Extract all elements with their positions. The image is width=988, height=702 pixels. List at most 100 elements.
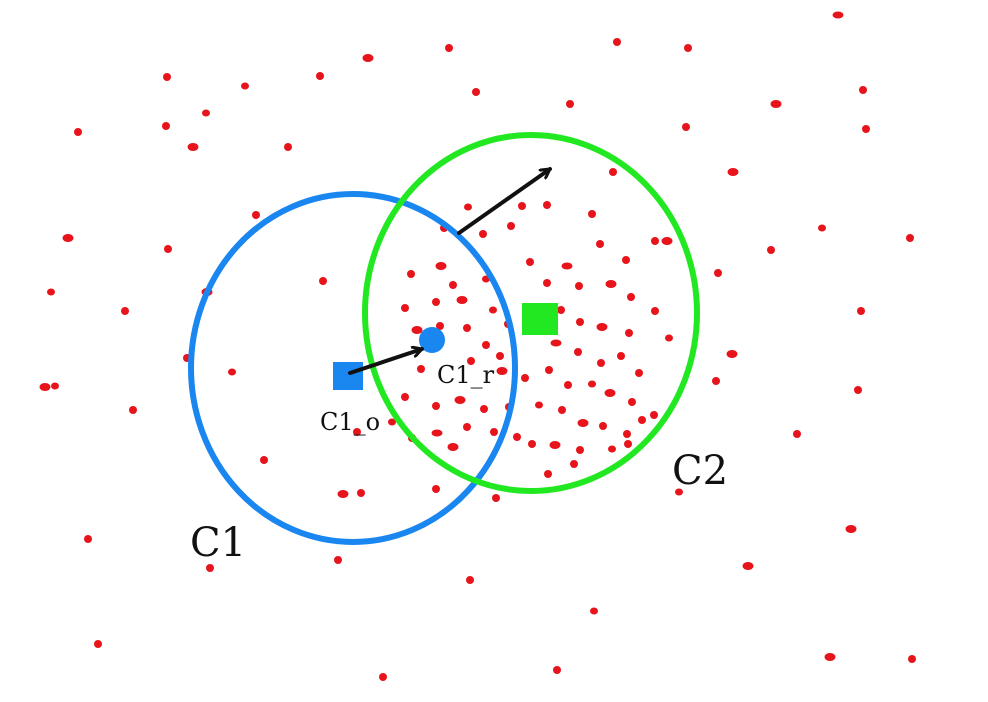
window-c2-circle xyxy=(362,132,700,494)
data-point xyxy=(684,44,692,52)
label-c1: C1 xyxy=(190,520,246,566)
data-point xyxy=(588,380,596,388)
data-point xyxy=(714,269,722,277)
data-point xyxy=(576,318,584,326)
data-point xyxy=(824,653,836,661)
data-point xyxy=(628,398,636,406)
data-point xyxy=(561,262,573,270)
data-point xyxy=(94,640,102,648)
data-point xyxy=(362,54,374,62)
data-point xyxy=(543,279,551,287)
data-point xyxy=(39,383,51,391)
data-point xyxy=(651,307,659,315)
data-point xyxy=(574,348,582,356)
data-point xyxy=(252,211,260,219)
data-point xyxy=(627,293,635,301)
data-point xyxy=(513,433,521,441)
data-point xyxy=(129,406,137,414)
data-point xyxy=(388,418,396,426)
data-point xyxy=(770,100,782,108)
data-point xyxy=(543,201,551,209)
data-point xyxy=(675,488,683,496)
data-point xyxy=(604,389,616,397)
data-point xyxy=(596,323,608,331)
data-point xyxy=(682,123,690,131)
data-point xyxy=(638,416,646,424)
data-point xyxy=(845,525,857,533)
data-point xyxy=(553,666,561,674)
data-point xyxy=(590,607,598,615)
data-point xyxy=(241,82,249,90)
data-point xyxy=(596,240,604,248)
data-point xyxy=(622,256,630,264)
label-c1-origin: C1_o xyxy=(320,408,380,436)
data-point xyxy=(862,125,870,133)
data-point xyxy=(818,224,826,232)
data-point xyxy=(545,366,553,374)
data-point xyxy=(121,307,129,315)
data-point xyxy=(576,446,584,454)
data-point xyxy=(466,576,474,584)
data-point xyxy=(535,401,543,409)
data-point xyxy=(550,339,562,347)
data-point xyxy=(379,673,387,681)
data-point xyxy=(228,368,236,376)
c1-origin-marker xyxy=(333,362,363,390)
data-point xyxy=(727,168,739,176)
data-point xyxy=(162,122,170,130)
data-point xyxy=(432,298,440,306)
data-point xyxy=(164,245,172,253)
data-point xyxy=(447,443,459,451)
data-point xyxy=(316,72,324,80)
data-point xyxy=(435,262,447,270)
data-points xyxy=(39,11,916,681)
data-point xyxy=(454,396,466,404)
data-point xyxy=(857,307,865,315)
c2-center-marker xyxy=(522,303,558,335)
data-point xyxy=(613,38,621,46)
data-point xyxy=(549,441,561,449)
data-point xyxy=(401,393,409,401)
data-point xyxy=(577,419,589,427)
data-point xyxy=(319,277,327,285)
data-point xyxy=(463,324,471,332)
data-point xyxy=(260,456,268,464)
data-point xyxy=(431,429,443,437)
data-point xyxy=(449,281,457,289)
data-point xyxy=(608,445,616,453)
data-point xyxy=(163,73,171,81)
data-point xyxy=(570,460,578,468)
data-point xyxy=(202,109,210,117)
data-point xyxy=(793,430,801,438)
data-point xyxy=(417,365,425,373)
data-point xyxy=(84,535,92,543)
data-point xyxy=(507,222,515,230)
data-point xyxy=(854,386,862,394)
data-point xyxy=(528,440,536,448)
data-point xyxy=(464,203,472,211)
data-point xyxy=(357,489,365,497)
data-point xyxy=(832,11,844,19)
data-point xyxy=(401,304,409,312)
data-point xyxy=(496,367,508,375)
data-point xyxy=(353,428,361,436)
data-point xyxy=(445,44,453,52)
data-point xyxy=(518,202,526,210)
data-point xyxy=(206,564,214,572)
data-point xyxy=(472,88,480,96)
window-c1-circle xyxy=(188,191,518,545)
data-point xyxy=(575,282,583,290)
data-point xyxy=(436,322,444,330)
data-point xyxy=(74,128,82,136)
label-c1-result: C1_r xyxy=(437,361,495,389)
data-point xyxy=(859,86,867,94)
data-point xyxy=(566,100,574,108)
data-point xyxy=(623,430,631,438)
data-point xyxy=(908,655,916,663)
data-point xyxy=(564,381,572,389)
data-point xyxy=(605,280,617,288)
data-point xyxy=(526,258,534,266)
data-point xyxy=(47,288,55,296)
data-point xyxy=(479,230,487,238)
